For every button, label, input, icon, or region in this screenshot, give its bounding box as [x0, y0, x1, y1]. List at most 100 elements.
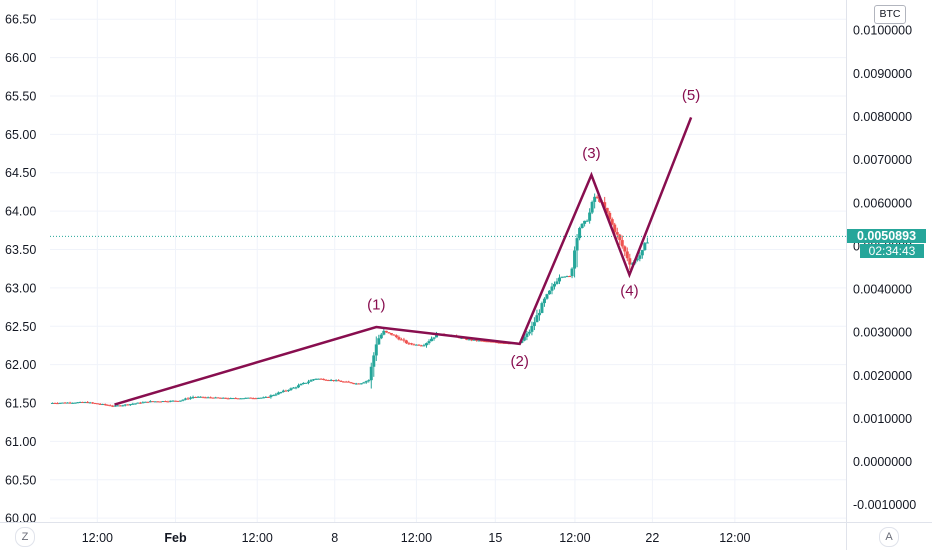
currency-badge[interactable]: BTC [874, 5, 906, 24]
x-tick-label: 12:00 [242, 531, 273, 545]
candle-body [588, 212, 592, 221]
left-tick-label: 60.00 [5, 512, 36, 526]
candle-body [575, 238, 579, 251]
candle-body [239, 398, 243, 400]
candle-body [163, 401, 167, 403]
candle-body [256, 397, 260, 399]
candle-body [299, 384, 303, 386]
candle-body [103, 404, 107, 406]
wave-label: (3) [582, 145, 600, 162]
candle-body [158, 401, 162, 403]
zoom-button[interactable]: Z [15, 527, 35, 547]
candle-body [63, 402, 67, 404]
candle-body [359, 383, 363, 385]
wave-label: (4) [620, 283, 638, 300]
candle-body [86, 402, 90, 404]
candle-body [126, 404, 130, 406]
candle-body [128, 404, 132, 406]
candle-body [369, 366, 373, 381]
candle-body [384, 330, 388, 333]
candle-body [327, 380, 331, 382]
candle-body [620, 240, 624, 247]
candle-body [266, 396, 270, 398]
candle-body [113, 405, 117, 407]
candle-body [638, 255, 642, 259]
candle-body [427, 341, 431, 344]
right-tick-label: 0.0030000 [853, 326, 912, 340]
left-tick-label: 64.50 [5, 166, 36, 180]
candle-body [329, 379, 333, 381]
candle-body [532, 322, 536, 326]
candle-body [339, 380, 343, 382]
candle-body [91, 402, 95, 404]
candle-body [161, 401, 165, 403]
candle-body [71, 402, 75, 404]
candle-body [417, 344, 421, 346]
candle-body [108, 405, 112, 407]
candle-body [364, 381, 368, 383]
candle-body [590, 201, 594, 213]
candle-body [324, 379, 328, 381]
x-tick-label: 8 [331, 531, 338, 545]
candle-body [467, 339, 471, 341]
candle-body [279, 392, 283, 394]
auto-scale-button[interactable]: A [879, 527, 899, 547]
left-tick-label: 63.50 [5, 243, 36, 257]
candle-body [93, 403, 97, 405]
candle-body [580, 223, 584, 229]
right-tick-label: 0.0090000 [853, 67, 912, 81]
bar-countdown: 02:34:43 [860, 244, 924, 259]
candle-body [399, 339, 403, 341]
candle-body [209, 397, 213, 399]
candle-body [229, 398, 233, 400]
right-tick-label: 0.0100000 [853, 24, 912, 38]
candle-body [296, 385, 300, 388]
candle-body [196, 396, 200, 398]
candle-body [153, 401, 157, 403]
candle-body [186, 398, 190, 400]
candle-body [354, 383, 358, 385]
candle-body [319, 378, 323, 380]
candle-body [525, 333, 529, 338]
right-tick-label: 0.0070000 [853, 153, 912, 167]
candle-body [615, 232, 619, 235]
candle-body [542, 298, 546, 304]
candle-body [568, 276, 572, 278]
candle-body [560, 276, 564, 278]
left-tick-label: 62.50 [5, 320, 36, 334]
candle-body [409, 343, 413, 345]
x-tick-label: 12:00 [401, 531, 432, 545]
candle-body [214, 397, 218, 399]
candle-body [392, 334, 396, 336]
wave-label: (2) [511, 353, 529, 370]
candle-body [291, 387, 295, 389]
candle-body [286, 390, 290, 392]
candles [50, 193, 846, 408]
candle-body [347, 381, 351, 383]
right-tick-label: 0.0020000 [853, 369, 912, 383]
candle-body [578, 228, 582, 239]
candle-body [68, 402, 72, 404]
candle-body [605, 207, 609, 213]
candle-body [304, 382, 308, 384]
candle-body [241, 398, 245, 400]
candle-body [317, 378, 321, 380]
candle-body [555, 281, 559, 284]
left-tick-label: 61.50 [5, 397, 36, 411]
candle-body [61, 402, 65, 404]
candle-body [628, 258, 632, 265]
candle-body [56, 403, 60, 405]
candle-body [334, 380, 338, 382]
candle-body [206, 397, 210, 399]
candle-body [419, 345, 423, 347]
left-tick-label: 65.00 [5, 128, 36, 142]
candle-body [111, 405, 115, 407]
candle-body [171, 400, 175, 402]
candle-body [482, 340, 486, 342]
candle-body [156, 401, 160, 403]
candle-body [537, 312, 541, 316]
candle-body [141, 402, 145, 404]
candle-body [284, 390, 288, 392]
candle-body [625, 251, 629, 259]
